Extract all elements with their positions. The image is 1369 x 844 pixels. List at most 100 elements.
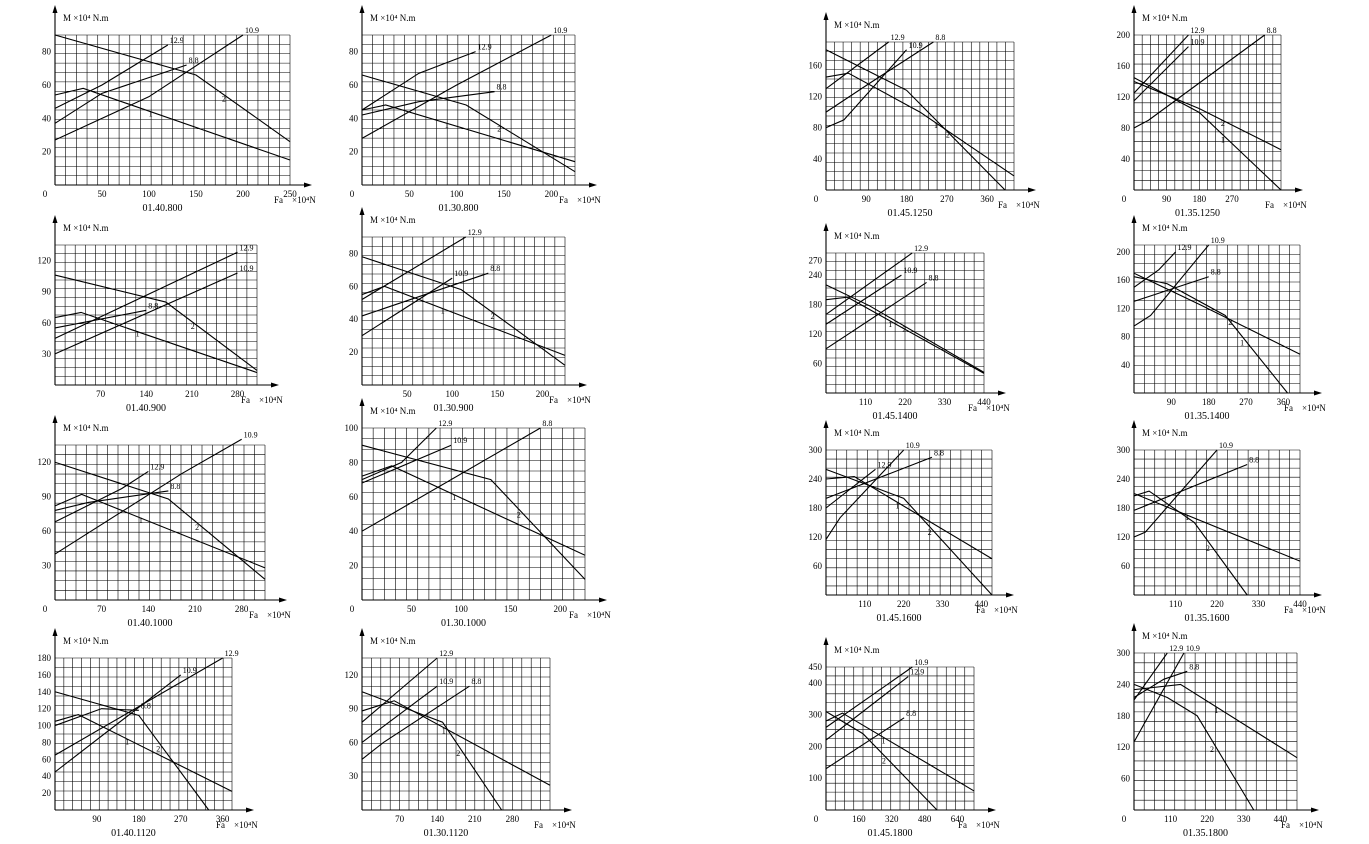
- x-axis-label-fa: Fa: [976, 605, 985, 615]
- series-label: 10.9: [1211, 236, 1225, 245]
- y-tick-label: 240: [809, 270, 823, 280]
- x-tick-label: 180: [132, 814, 146, 824]
- x-tick-label: 220: [1210, 599, 1224, 609]
- series-line-2: [54, 461, 266, 580]
- x-axis-label-unit: ×10⁴N: [986, 403, 1010, 413]
- series-line-8-8: [54, 490, 169, 511]
- y-tick-label: 20: [42, 147, 52, 157]
- series-line-8-8: [361, 272, 489, 317]
- x-axis-arrow-icon: [998, 390, 1006, 396]
- x-tick-label: 330: [1237, 814, 1251, 824]
- series-line-1: [825, 712, 975, 792]
- x-tick-label: 440: [1293, 599, 1307, 609]
- series-line-2: [361, 444, 586, 580]
- series-label: 10.9: [903, 266, 917, 275]
- y-tick-label: 120: [809, 92, 823, 102]
- chart-caption: 01.40.1120: [111, 828, 156, 839]
- y-axis-arrow-icon: [359, 628, 365, 636]
- x-tick-label: 440: [975, 599, 989, 609]
- x-tick-label: 270: [1239, 397, 1253, 407]
- x-tick-label: 220: [897, 599, 911, 609]
- x-axis-arrow-icon: [1311, 807, 1319, 813]
- series-label: 1: [441, 307, 445, 316]
- y-tick-label: 180: [1117, 711, 1131, 721]
- y-tick-label: 160: [809, 60, 823, 70]
- chart-caption: 01.30.1120: [424, 828, 469, 839]
- y-axis-arrow-icon: [52, 415, 58, 423]
- y-tick-label: 200: [1117, 247, 1131, 257]
- series-line-12-9: [361, 657, 438, 723]
- y-axis-label: M ×10⁴ N.m: [370, 406, 415, 416]
- x-tick-label: 70: [96, 389, 106, 399]
- x-tick-label: 330: [936, 599, 950, 609]
- y-axis-label: M ×10⁴ N.m: [370, 636, 415, 646]
- series-label: 2: [1210, 745, 1214, 754]
- y-axis-label: M ×10⁴ N.m: [834, 231, 879, 241]
- y-tick-label: 140: [38, 687, 52, 697]
- chart-caption: 01.40.1000: [128, 618, 173, 629]
- x-axis-label-fa: Fa: [249, 610, 258, 620]
- series-label: 8.8: [929, 273, 939, 282]
- series-label: 2: [946, 130, 950, 139]
- x-axis-label-unit: ×10⁴N: [259, 395, 283, 405]
- x-tick-label: 140: [139, 389, 153, 399]
- y-tick-label: 60: [349, 492, 359, 502]
- y-axis-label: M ×10⁴ N.m: [63, 13, 108, 23]
- x-tick-label: 90: [862, 194, 872, 204]
- x-axis-label-unit: ×10⁴N: [292, 195, 316, 205]
- series-line-2: [1133, 80, 1282, 151]
- series-line-1: [54, 493, 266, 569]
- y-axis-arrow-icon: [823, 223, 829, 231]
- y-tick-label: 40: [349, 526, 359, 536]
- x-axis-label-fa: Fa: [569, 610, 578, 620]
- x-tick-label: 160: [852, 814, 866, 824]
- y-tick-label: 80: [813, 123, 823, 133]
- x-tick-label: 150: [504, 604, 518, 614]
- series-line-10-9: [361, 277, 453, 337]
- x-axis-arrow-icon: [1295, 187, 1303, 193]
- x-axis-arrow-icon: [599, 597, 607, 603]
- y-tick-label: 200: [809, 741, 823, 751]
- series-line-8-8: [54, 64, 187, 124]
- chart-01-35-1800: M ×10⁴ N.m Fa ×10⁴N 60 120 180 240 300 0 110 220 33…: [1117, 623, 1323, 839]
- series-line-2: [825, 711, 938, 811]
- series-label: 1: [934, 121, 938, 130]
- x-axis-label-unit: ×10⁴N: [1299, 820, 1323, 830]
- y-axis-label: M ×10⁴ N.m: [63, 423, 108, 433]
- x-tick-label: 440: [977, 397, 991, 407]
- x-tick-label: 150: [497, 189, 511, 199]
- series-line-10-9: [1133, 244, 1210, 327]
- y-axis-label: M ×10⁴ N.m: [1142, 631, 1187, 641]
- series-line-2: [361, 691, 503, 811]
- y-tick-label: 160: [1117, 61, 1131, 71]
- series-label: 12.9: [239, 243, 253, 252]
- series-label: 2: [222, 94, 226, 103]
- x-tick-label: 140: [142, 604, 156, 614]
- series-line-12-9: [54, 657, 223, 756]
- y-tick-label: 300: [1117, 445, 1131, 455]
- y-tick-label: 240: [1117, 679, 1131, 689]
- y-tick-label: 120: [38, 256, 52, 266]
- series-line-2: [825, 72, 1015, 177]
- series-label: 10.9: [453, 436, 467, 445]
- grid: [825, 449, 993, 596]
- series-label: 10.9: [1219, 441, 1233, 450]
- y-axis-arrow-icon: [1131, 623, 1137, 631]
- series-label: 1: [452, 493, 456, 502]
- chart-01-45-1800: M ×10⁴ N.m Fa ×10⁴N 100 200 300 400 450 0 160 320 4…: [809, 637, 1000, 839]
- chart-caption: 01.40.900: [126, 403, 166, 414]
- x-tick-label: 110: [1164, 814, 1178, 824]
- series-line-2: [1133, 272, 1301, 355]
- x-tick-label: 0: [1122, 814, 1127, 824]
- series-label: 12.9: [439, 649, 453, 658]
- series-label: 1: [1185, 513, 1189, 522]
- series-label: 10.9: [245, 26, 259, 35]
- series-line-1: [1133, 276, 1288, 394]
- series-line-12-9: [825, 252, 913, 315]
- grid: [825, 252, 985, 394]
- series-label: 10.9: [1190, 38, 1204, 47]
- series-label: 12.9: [1190, 26, 1204, 35]
- x-axis-label-unit: ×10⁴N: [267, 610, 291, 620]
- y-tick-label: 60: [349, 281, 359, 291]
